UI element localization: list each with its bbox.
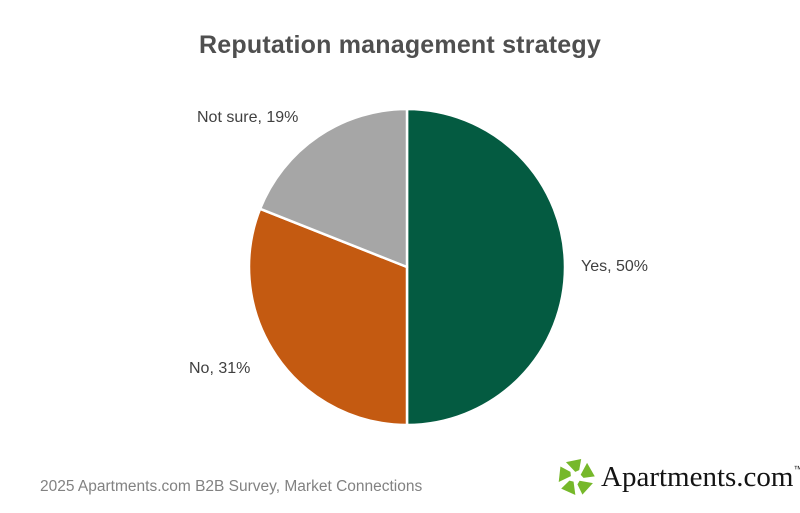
pie-slice-not-sure [258, 107, 409, 269]
data-label-yes: Yes, 50% [581, 258, 649, 275]
apartments-logo: Apartments.com™ [556, 454, 800, 500]
pie-chart [247, 107, 567, 427]
trademark-symbol: ™ [793, 463, 800, 474]
pie-slice-yes [405, 107, 567, 427]
logo-wordmark: Apartments.com [601, 460, 794, 493]
pie-slice-no [247, 207, 409, 427]
data-label-no: No, 31% [189, 360, 251, 377]
apartments-logo-text: Apartments.com™ [601, 460, 800, 493]
apartments-pinwheel-icon [558, 458, 595, 495]
chart-title: Reputation management strategy [199, 31, 601, 59]
data-label-not-sure: Not sure, 19% [197, 109, 299, 126]
source-attribution: 2025 Apartments.com B2B Survey, Market C… [40, 478, 423, 495]
